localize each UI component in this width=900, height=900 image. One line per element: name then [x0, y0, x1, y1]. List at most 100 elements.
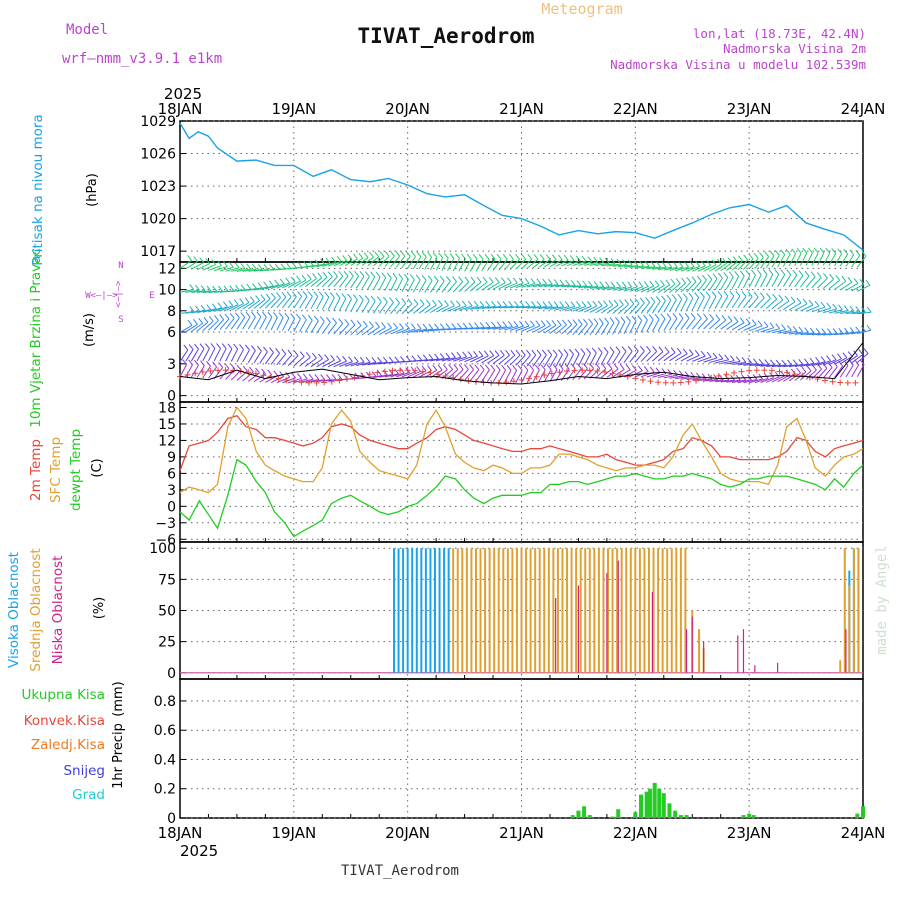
- wind-barb-flag: [595, 363, 601, 369]
- wind-barb: [321, 296, 330, 310]
- wind-barb-flag: [200, 304, 206, 311]
- wind-barb: [299, 356, 311, 367]
- wind-barb-flag: [343, 270, 349, 277]
- wind-barb-flag: [831, 354, 837, 361]
- wind-barb-flag: [694, 349, 700, 356]
- wind-barb: [453, 305, 467, 312]
- wind-barb: [287, 296, 297, 309]
- y-tick-label: 25: [158, 635, 176, 651]
- wind-barb: [521, 283, 536, 288]
- wind-barb-flag: [502, 253, 508, 260]
- wind-barb-flag: [189, 284, 195, 290]
- wind-barb-flag: [286, 263, 292, 269]
- wind-barb: [436, 357, 450, 362]
- wind-barb-flag: [576, 280, 582, 286]
- wind-barb: [555, 284, 570, 288]
- wind-barb-flag: [324, 354, 329, 360]
- wind-barb-flag: [212, 361, 217, 368]
- wind-barb: [532, 354, 542, 367]
- wind-barb: [589, 352, 597, 366]
- wind-barb: [805, 369, 817, 380]
- wind-barb: [230, 317, 240, 330]
- wind-barb-flag: [377, 370, 383, 377]
- wind-barb: [783, 373, 796, 382]
- wind-barb: [447, 281, 457, 293]
- pressure-line: [179, 122, 864, 251]
- wind-barb-flag: [458, 364, 464, 370]
- wind-barb-flag: [296, 275, 301, 282]
- y-tick-label: 18: [158, 400, 176, 416]
- wind-barb-flag: [269, 347, 274, 353]
- wind-barb-flag: [245, 344, 250, 351]
- wind-barb-flag: [249, 366, 254, 373]
- wind-barb-flag: [587, 256, 593, 262]
- wind-barb-flag: [419, 299, 425, 305]
- top-day-label: 22JAN: [613, 100, 658, 118]
- wind-barb: [441, 257, 449, 271]
- wind-barb: [674, 282, 686, 293]
- wind-barb-flag: [444, 300, 449, 306]
- wind-barb-flag: [610, 281, 616, 288]
- bottom-day-label: 23JAN: [727, 824, 772, 842]
- precip-bar: [657, 788, 662, 818]
- wind-barb: [732, 379, 746, 383]
- wind-barb-flag: [284, 312, 290, 319]
- wind-barb-flag: [279, 278, 285, 285]
- wind-barb-flag: [354, 270, 359, 277]
- precip-bar: [652, 782, 657, 818]
- wind-barb: [754, 364, 769, 367]
- wind-barb: [327, 360, 341, 368]
- wind-barb-flag: [826, 355, 831, 362]
- wind-barb: [492, 354, 505, 365]
- wind-barb: [225, 304, 239, 311]
- wind-barb-flag: [369, 251, 374, 258]
- wind-barb-flag: [615, 346, 621, 353]
- wind-barb-flag: [417, 354, 422, 361]
- wind-barb: [265, 284, 279, 290]
- wind-barb-flag: [530, 278, 536, 284]
- legend-convective-rain: Konvek.Kisa: [24, 713, 105, 729]
- wind-barb: [618, 264, 633, 268]
- cloud-unit: (%): [92, 597, 107, 620]
- wind-barb-flag: [801, 366, 807, 373]
- wind-barb-flag: [381, 322, 386, 328]
- top-day-label: 18JAN: [158, 100, 203, 118]
- wind-barb: [475, 281, 488, 292]
- wind-barb: [720, 295, 729, 309]
- wind-barb-flag: [620, 316, 626, 323]
- wind-barb-flag: [745, 270, 751, 276]
- wind-barb-flag: [392, 273, 398, 279]
- wind-barb-flag: [509, 253, 514, 260]
- wind-barb: [327, 260, 342, 267]
- wind-barb: [817, 307, 831, 313]
- compass-ns: <–|–>: [114, 280, 124, 308]
- wind-barb-flag: [496, 300, 502, 307]
- wind-barb-flag: [569, 255, 575, 261]
- wind-barb-flag: [462, 351, 467, 358]
- wind-barb-flag: [644, 261, 650, 267]
- wind-barb-flag: [464, 276, 470, 283]
- wind-barb-flag: [216, 343, 221, 349]
- wind-barb-flag: [267, 311, 273, 318]
- wind-barb: [208, 366, 217, 379]
- wind-barb-flag: [449, 253, 455, 259]
- wind-barb-flag: [861, 250, 867, 257]
- wind-barb-flag: [535, 320, 541, 327]
- wind-barb-flag: [728, 271, 734, 278]
- wind-barb-flag: [494, 350, 500, 356]
- wind-barb-flag: [242, 365, 248, 372]
- wind-barb-flag: [838, 304, 843, 311]
- wind-barb-flag: [849, 249, 855, 256]
- wind-barb-flag: [228, 261, 234, 268]
- wind-barb: [675, 266, 689, 272]
- wind-barb: [521, 354, 531, 367]
- wind-barb-flag: [551, 319, 557, 326]
- wind-barb: [697, 296, 705, 310]
- wind-barb: [316, 379, 331, 383]
- wind-barb-flag: [582, 280, 588, 287]
- wind-barb-flag: [445, 323, 451, 329]
- wind-barb: [378, 277, 387, 291]
- precip-bar: [678, 815, 683, 818]
- wind-barb: [584, 285, 599, 289]
- wind-barb: [675, 376, 690, 380]
